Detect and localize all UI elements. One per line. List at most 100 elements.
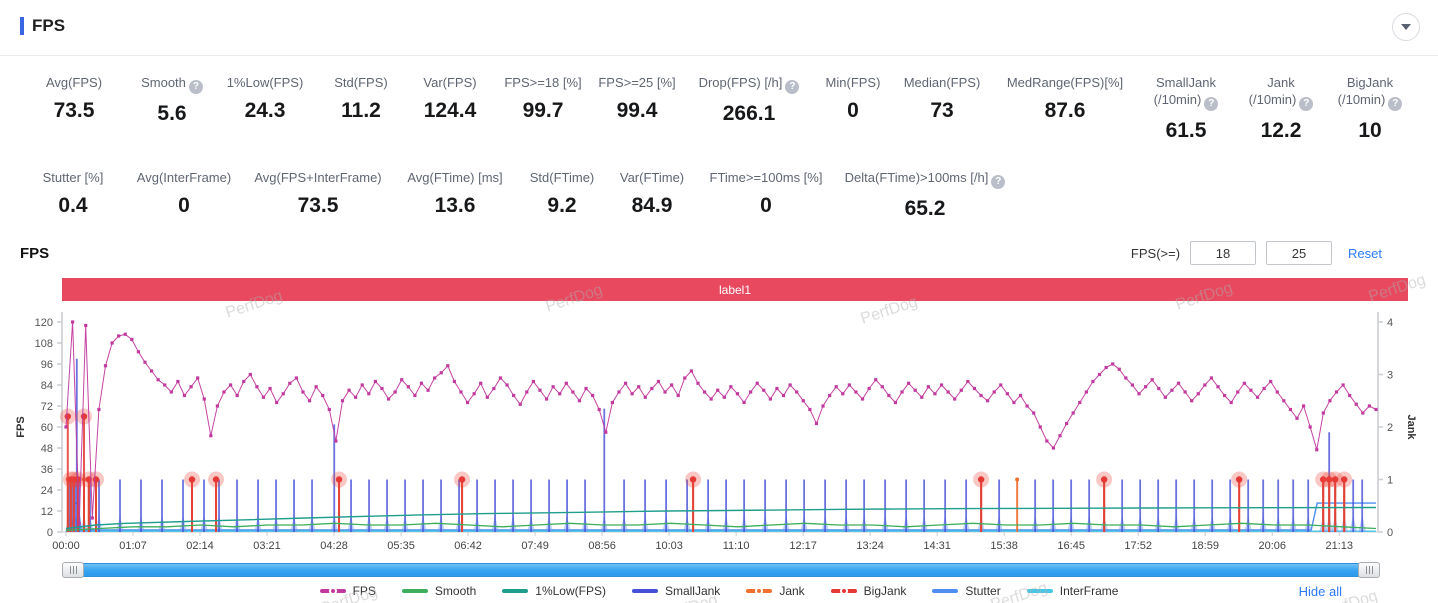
legend-item-smalljank[interactable]: SmallJank bbox=[631, 584, 721, 598]
svg-text:0: 0 bbox=[1387, 527, 1393, 539]
label-banner: label1 bbox=[62, 278, 1408, 301]
fps-threshold-input-1[interactable] bbox=[1190, 241, 1257, 265]
stat-value: 99.4 bbox=[616, 99, 658, 122]
stat-label: Delta(FTime)>100ms [/h]? bbox=[836, 169, 1014, 189]
scrollbar-left-handle[interactable] bbox=[62, 562, 84, 578]
legend-label: Smooth bbox=[434, 584, 477, 598]
help-icon[interactable]: ? bbox=[1299, 97, 1314, 111]
legend-swatch bbox=[502, 589, 529, 593]
legend-label: Jank bbox=[779, 584, 805, 598]
svg-text:Jank: Jank bbox=[1405, 414, 1417, 440]
legend-swatch bbox=[319, 587, 346, 595]
svg-text:60: 60 bbox=[41, 422, 53, 434]
svg-text:14:31: 14:31 bbox=[923, 540, 951, 552]
stat-label: BigJank (/10min)? bbox=[1324, 74, 1416, 111]
stat-stutter-%-: Stutter [%] 0.4 bbox=[20, 169, 126, 218]
stat-value: 0 bbox=[178, 194, 190, 217]
legend-item-stutter[interactable]: Stutter bbox=[932, 584, 1001, 598]
stat-value: 0 bbox=[847, 99, 859, 122]
stat-value: 84.9 bbox=[631, 194, 673, 217]
stat-min-fps-: Min(FPS) 0 bbox=[818, 74, 888, 123]
stat-label: Avg(FPS) bbox=[45, 75, 103, 90]
fps-threshold-input-2[interactable] bbox=[1266, 241, 1333, 265]
stat-value: 10 bbox=[1358, 119, 1382, 142]
stat-label: Std(FPS) bbox=[334, 75, 388, 90]
stats-row-2: Stutter [%] 0.4 Avg(InterFrame) 0 Avg(FPS+In… bbox=[0, 169, 1438, 221]
legend-item-bigjank[interactable]: BigJank bbox=[830, 584, 907, 598]
stat-jank: Jank (/10min)? 12.2 bbox=[1238, 74, 1324, 143]
svg-text:72: 72 bbox=[41, 401, 53, 413]
stat-avg-interframe-: Avg(InterFrame) 0 bbox=[126, 169, 242, 218]
legend-label: InterFrame bbox=[1059, 584, 1119, 598]
stat-std-fps-: Std(FPS) 11.2 bbox=[314, 74, 408, 123]
stat-value: 9.2 bbox=[547, 194, 577, 217]
svg-text:84: 84 bbox=[41, 380, 53, 392]
chart-range-scrollbar[interactable] bbox=[62, 562, 1380, 578]
title-accent-bar bbox=[20, 17, 24, 35]
help-icon[interactable]: ? bbox=[991, 175, 1006, 189]
scrollbar-track[interactable] bbox=[72, 563, 1370, 577]
fps-chart[interactable]: 0 12 24 36 48 60 72 84 96 108 120 0 1 2 3 4 00:00 01:07 02… bbox=[0, 306, 1438, 558]
legend-swatch bbox=[401, 589, 428, 593]
stat-avg-ftime-ms-: Avg(FTime) [ms] 13.6 bbox=[394, 169, 516, 218]
stat-medrange-fps-%-: MedRange(FPS)[%] 87.6 bbox=[996, 74, 1134, 123]
legend-label: SmallJank bbox=[664, 584, 721, 598]
svg-text:120: 120 bbox=[35, 317, 53, 329]
stat-value: 87.6 bbox=[1044, 99, 1086, 122]
help-icon[interactable]: ? bbox=[1204, 97, 1219, 111]
panel-title: FPS bbox=[32, 16, 66, 35]
svg-text:05:35: 05:35 bbox=[387, 540, 415, 552]
stat-label: FPS>=25 [%] bbox=[598, 75, 676, 90]
legend-item-fps[interactable]: FPS bbox=[319, 584, 376, 598]
stat-value: 0 bbox=[760, 194, 772, 217]
svg-text:10:03: 10:03 bbox=[655, 540, 683, 552]
scrollbar-right-handle[interactable] bbox=[1358, 562, 1380, 578]
stat-var-fps-: Var(FPS) 124.4 bbox=[408, 74, 492, 123]
legend-swatch bbox=[830, 587, 857, 595]
stat-value: 24.3 bbox=[244, 99, 286, 122]
svg-text:4: 4 bbox=[1387, 317, 1393, 329]
stat-smalljank: SmallJank (/10min)? 61.5 bbox=[1134, 74, 1238, 143]
stats-row-1: Avg(FPS) 73.5 Smooth? 5.6 1%Low(FPS) 24.3 Std(… bbox=[0, 74, 1438, 143]
stat-label: FTime>=100ms [%] bbox=[709, 170, 823, 185]
stat-label: Min(FPS) bbox=[825, 75, 881, 90]
chevron-down-icon bbox=[1401, 24, 1411, 30]
legend-item-1%low-fps-[interactable]: 1%Low(FPS) bbox=[502, 584, 606, 598]
stat-label: Var(FTime) bbox=[619, 170, 685, 185]
svg-text:0: 0 bbox=[47, 527, 53, 539]
help-icon[interactable]: ? bbox=[1388, 97, 1403, 111]
legend-item-smooth[interactable]: Smooth bbox=[401, 584, 477, 598]
stat-label: Stutter [%] bbox=[42, 170, 104, 185]
legend-item-jank[interactable]: Jank bbox=[746, 584, 805, 598]
svg-text:3: 3 bbox=[1387, 370, 1393, 382]
hide-all-link[interactable]: Hide all bbox=[1298, 584, 1342, 599]
chart-section-title: FPS bbox=[20, 245, 50, 262]
help-icon[interactable]: ? bbox=[785, 80, 800, 94]
stat-label: Var(FPS) bbox=[423, 75, 477, 90]
svg-text:24: 24 bbox=[41, 485, 53, 497]
svg-text:07:49: 07:49 bbox=[521, 540, 549, 552]
stat-value: 124.4 bbox=[423, 99, 477, 122]
reset-link[interactable]: Reset bbox=[1348, 245, 1382, 261]
chart-legend: FPS Smooth 1%Low(FPS) SmallJank Jank BigJank S… bbox=[0, 584, 1438, 598]
svg-text:1: 1 bbox=[1387, 475, 1393, 487]
stat-label: SmallJank (/10min)? bbox=[1134, 74, 1238, 111]
stat-value: 73.5 bbox=[53, 99, 95, 122]
svg-text:11:10: 11:10 bbox=[723, 540, 750, 552]
panel-header: FPS bbox=[0, 0, 1438, 56]
panel-title-group: FPS bbox=[20, 16, 65, 36]
stat-avg-fps-: Avg(FPS) 73.5 bbox=[20, 74, 128, 123]
stat-label: 1%Low(FPS) bbox=[226, 75, 304, 90]
svg-text:13:24: 13:24 bbox=[856, 540, 884, 552]
stat-label: Avg(FTime) [ms] bbox=[407, 170, 503, 185]
legend-label: FPS bbox=[352, 584, 376, 598]
stat-label: Std(FTime) bbox=[529, 170, 595, 185]
help-icon[interactable]: ? bbox=[188, 80, 203, 94]
legend-label: BigJank bbox=[863, 584, 907, 598]
stat-label: Avg(FPS+InterFrame) bbox=[254, 170, 382, 185]
svg-text:108: 108 bbox=[35, 338, 53, 350]
legend-item-interframe[interactable]: InterFrame bbox=[1026, 584, 1119, 598]
svg-text:2: 2 bbox=[1387, 422, 1393, 434]
collapse-button[interactable] bbox=[1392, 13, 1420, 41]
